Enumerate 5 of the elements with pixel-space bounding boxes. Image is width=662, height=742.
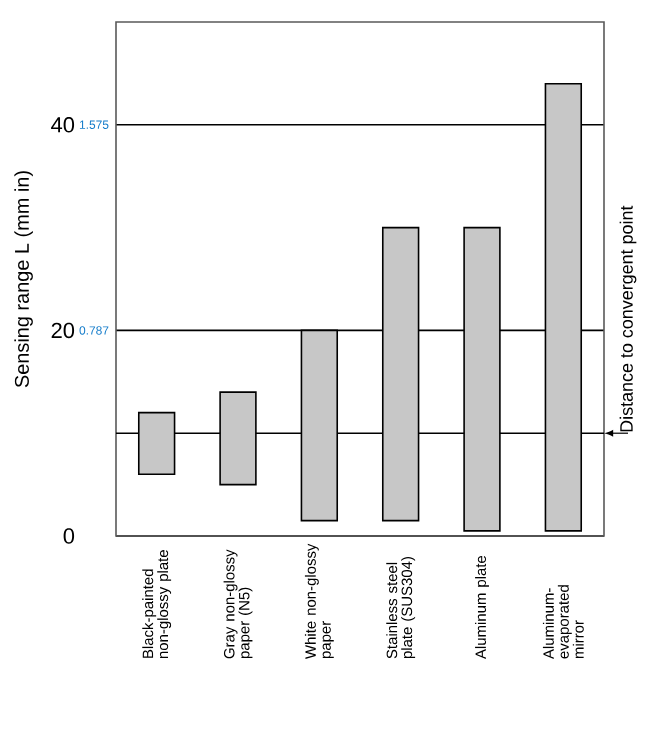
y-tick-label: 0 [63,528,75,544]
y-tick-label: 20 [51,322,75,339]
ref-line-label: Distance to convergent point [619,205,637,432]
y-axis-title: Sensing range L (mm in) [14,171,33,388]
y-tick-label: 40 [51,117,75,133]
